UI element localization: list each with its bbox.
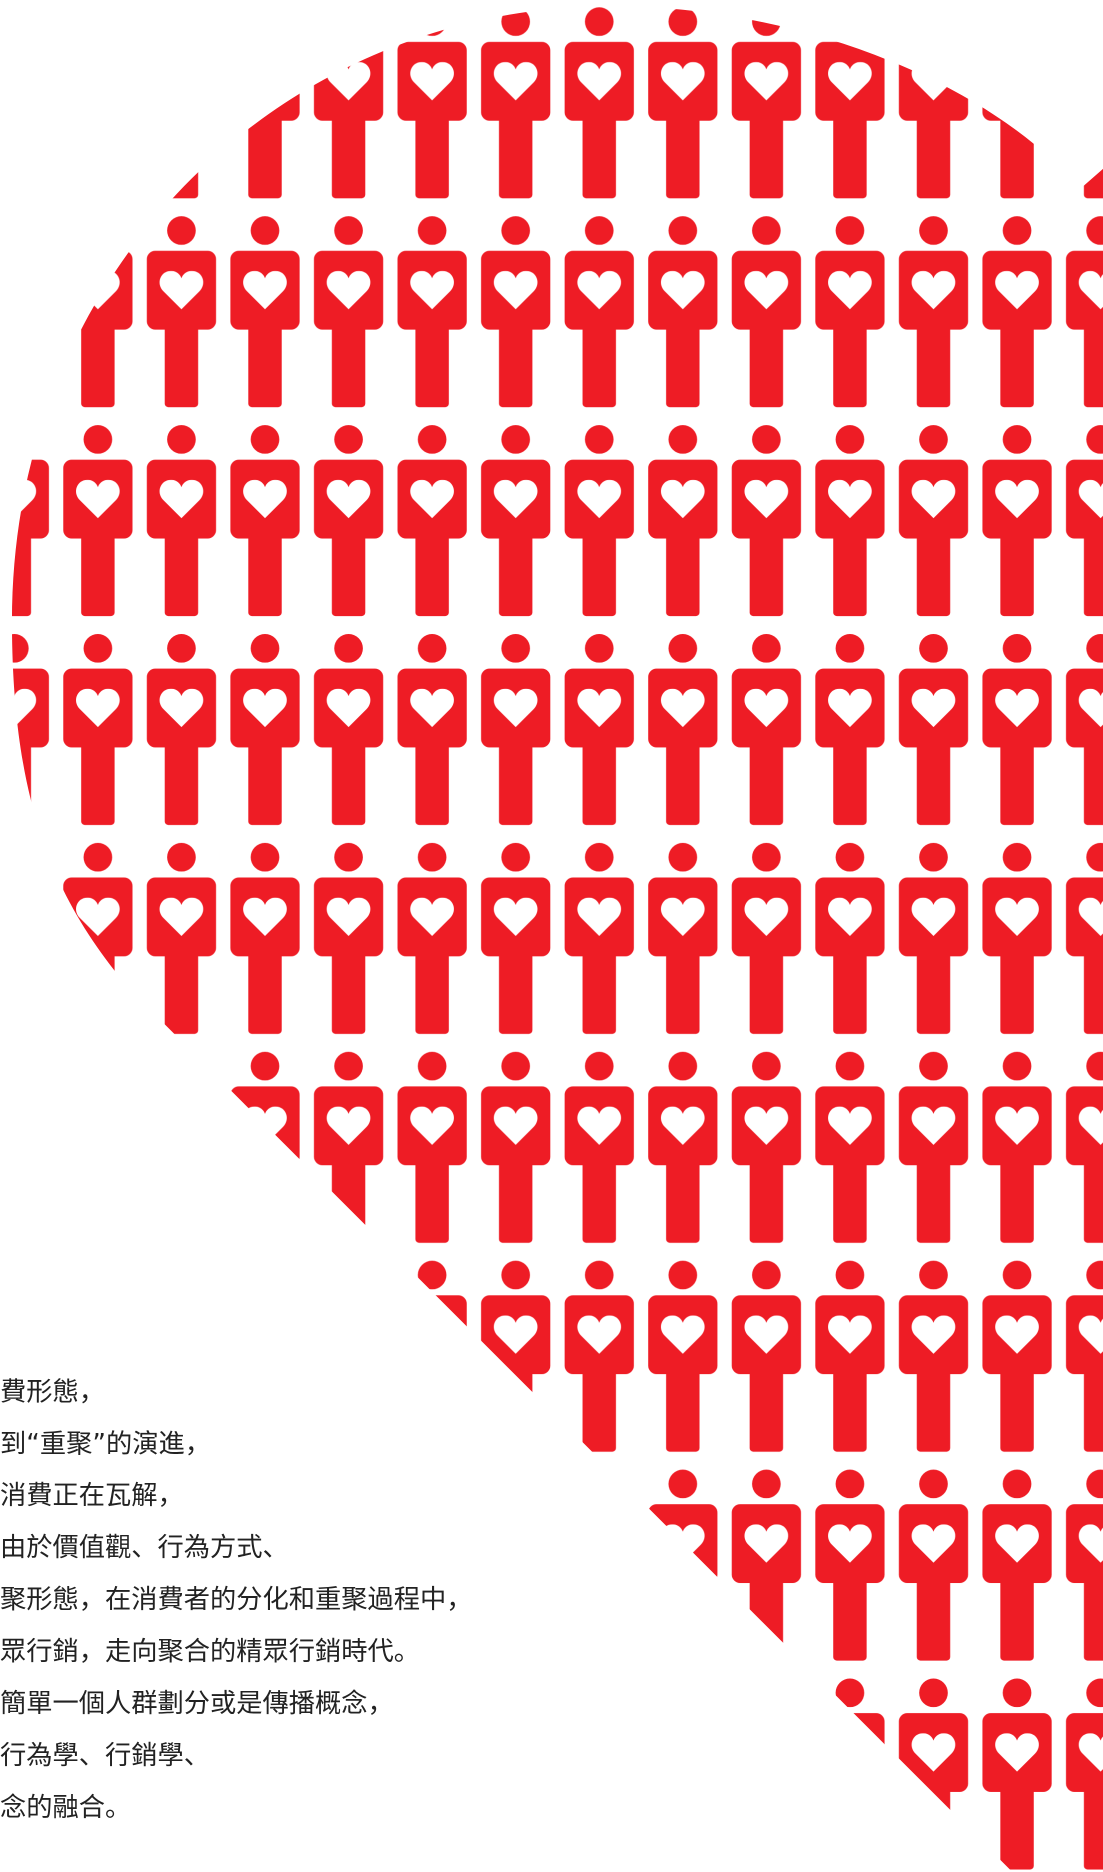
text-line: 消費正在瓦解， <box>0 1481 184 1511</box>
text-line: 眾行銷，走向聚合的精眾行銷時代。 <box>0 1637 420 1667</box>
text-line: 簡單一個人群劃分或是傳播概念， <box>0 1689 394 1719</box>
text-line: 到“重聚”的演進， <box>0 1429 211 1459</box>
text-line: 聚形態，在消費者的分化和重聚過程中， <box>0 1585 473 1615</box>
page: 費形態， 到“重聚”的演進， 消費正在瓦解， 由於價值觀、行為方式、聚形態，在消費者的… <box>0 0 1103 1872</box>
text-block: 費形態， 到“重聚”的演進， 消費正在瓦解， 由於價值觀、行為方式、聚形態，在消費者的… <box>0 1377 473 1822</box>
text-line: 費形態， <box>0 1377 105 1407</box>
text-line: 念的融合。 <box>0 1793 131 1823</box>
poster: 費形態， 到“重聚”的演進， 消費正在瓦解， 由於價值觀、行為方式、聚形態，在消費者的… <box>0 0 1103 1872</box>
text-line: 行為學、行銷學、 <box>0 1741 210 1771</box>
text-line: 由於價值觀、行為方式、 <box>0 1533 289 1563</box>
